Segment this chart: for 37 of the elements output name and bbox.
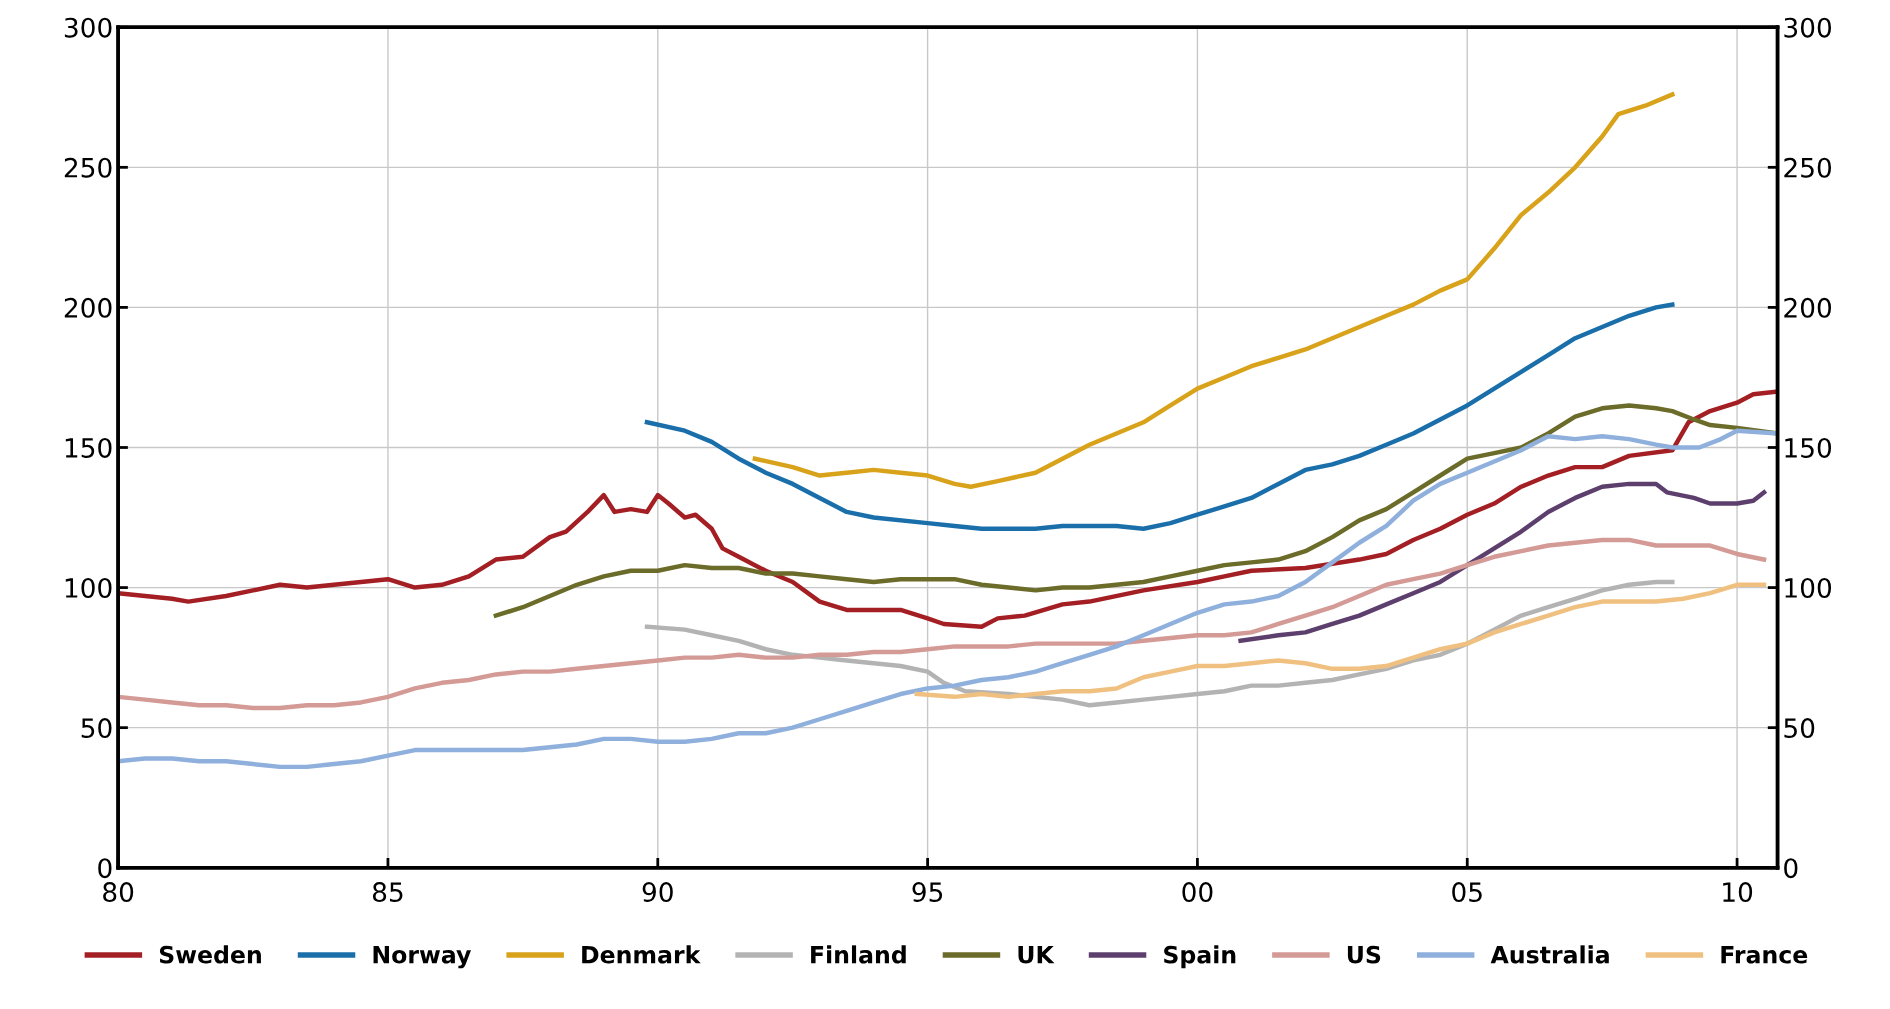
line-series xyxy=(644,302,1675,531)
legend-label: Denmark xyxy=(582,945,701,964)
y-tick-label: 0 xyxy=(98,858,112,879)
x-tick-label: 10 xyxy=(1723,882,1753,903)
y2-tick-label: 100 xyxy=(1785,578,1832,598)
legend-label: Australia xyxy=(1490,945,1609,964)
y-tick-label: 200 xyxy=(64,297,112,318)
y2-tick-label: 200 xyxy=(1784,297,1832,318)
y-tick-label: 50 xyxy=(81,718,112,739)
legend-label: Norway xyxy=(373,946,471,969)
x-tick-label: 85 xyxy=(372,882,403,903)
y2-tick-label: 0 xyxy=(1784,858,1798,879)
line-series xyxy=(752,92,1675,489)
y-tick-label: 300 xyxy=(64,17,112,38)
x-tick-label: 95 xyxy=(912,882,943,903)
legend-label: UK xyxy=(1018,946,1055,964)
line-series xyxy=(118,428,1778,770)
legend-label: US xyxy=(1347,945,1381,964)
line-series xyxy=(118,537,1767,711)
line-series xyxy=(1238,481,1767,644)
legend-label: Finland xyxy=(811,945,906,964)
x-tick-label: 05 xyxy=(1452,882,1482,903)
y-tick-label: 100 xyxy=(65,578,112,598)
y2-tick-label: 300 xyxy=(1784,17,1832,38)
y-tick-label: 150 xyxy=(65,437,112,458)
legend-label: France xyxy=(1721,946,1808,964)
y2-tick-label: 250 xyxy=(1784,157,1832,178)
y2-tick-label: 150 xyxy=(1785,437,1832,458)
x-tick-label: 00 xyxy=(1182,882,1213,903)
line-series xyxy=(118,389,1778,630)
y2-tick-label: 50 xyxy=(1784,718,1815,739)
legend-label: Spain xyxy=(1164,945,1236,969)
legend-label: Sweden xyxy=(159,945,261,964)
x-tick-label: 80 xyxy=(103,882,134,903)
x-tick-label: 90 xyxy=(642,882,673,903)
y-tick-label: 250 xyxy=(64,157,112,178)
line-series xyxy=(914,582,1767,700)
